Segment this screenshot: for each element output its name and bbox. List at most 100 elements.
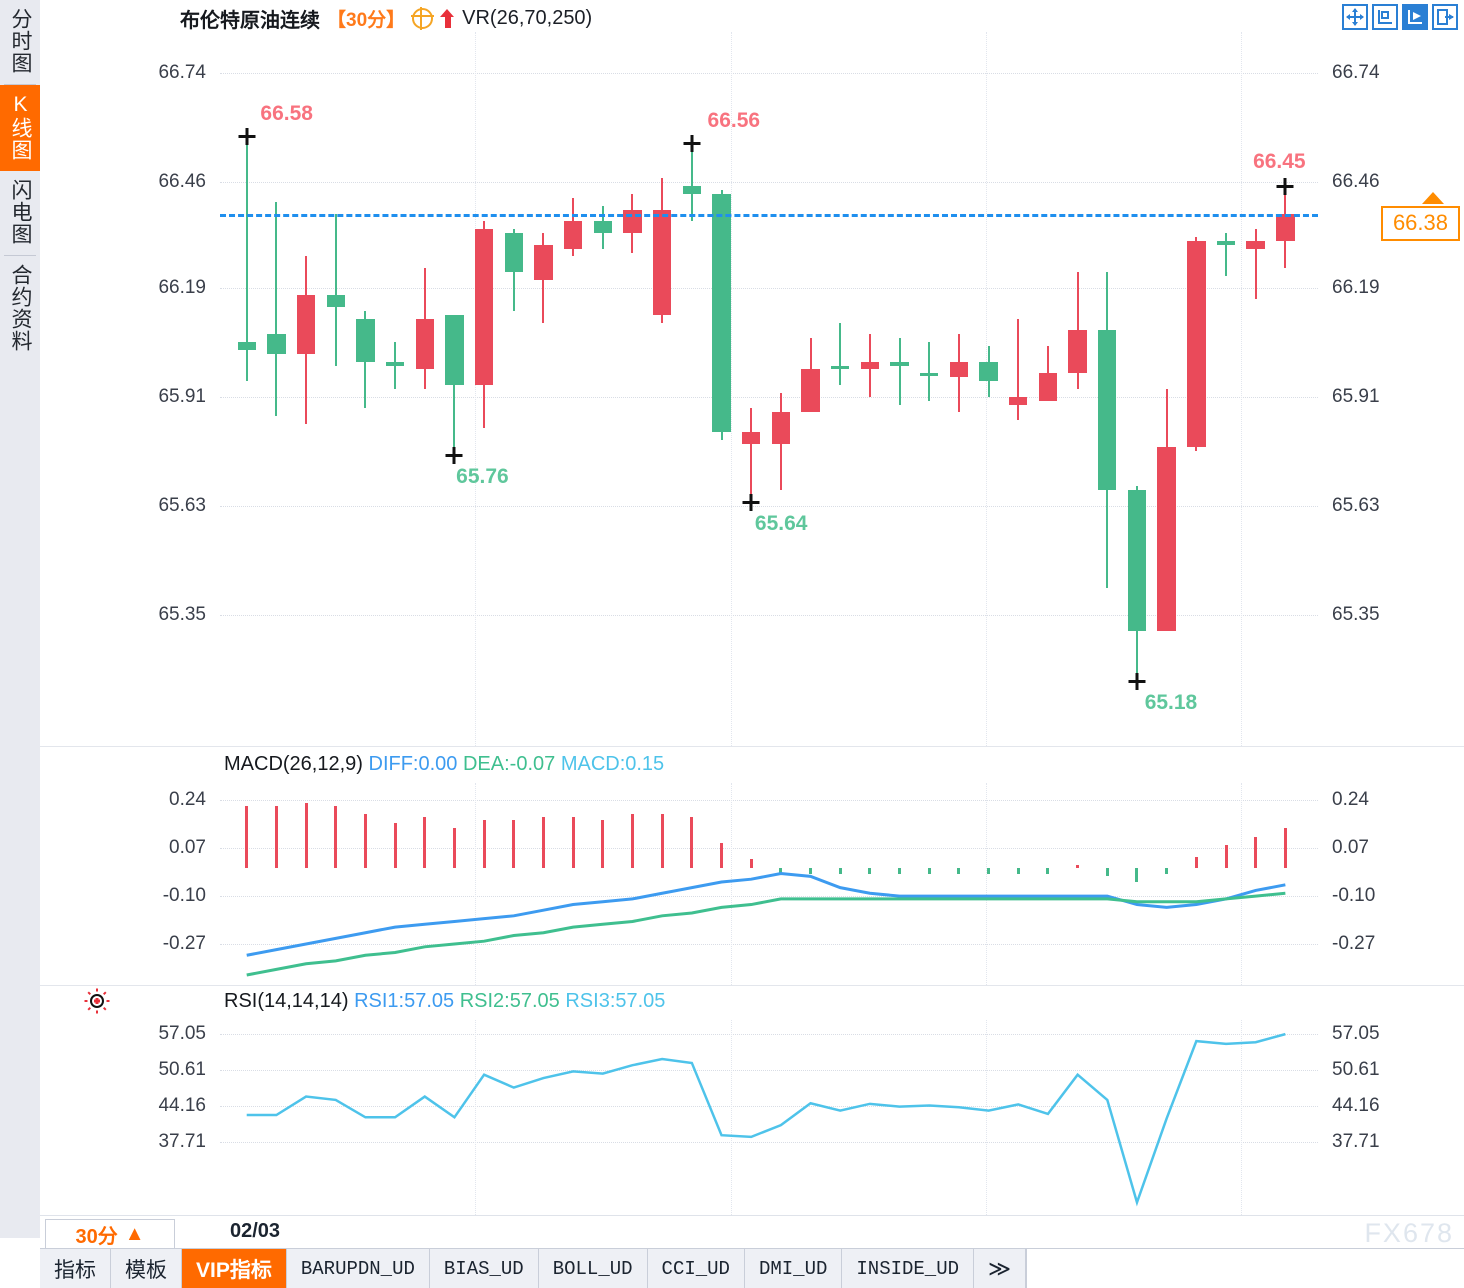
price-direction-arrow-icon: [1422, 191, 1444, 204]
price-chart-panel[interactable]: 66.74 66.46 66.19 65.91 65.63 65.35 66.74 66.4…: [40, 32, 1464, 746]
tab-barupdn_ud[interactable]: BARUPDN_UD: [286, 1249, 430, 1288]
macd-histogram-bar: [541, 817, 545, 868]
extreme-marker: [445, 447, 463, 465]
axis-tick-right: 66.46: [1332, 171, 1380, 193]
candle-wick: [1017, 318, 1020, 421]
candle-body[interactable]: [593, 221, 612, 233]
candle-body[interactable]: [534, 244, 553, 280]
macd-histogram-bar: [571, 817, 575, 868]
candle-body[interactable]: [890, 361, 909, 366]
chart-header: 布伦特原油连续 【30分】 VR(26,70,250): [180, 4, 592, 32]
timeframe-label: 30分: [75, 1225, 118, 1248]
grid-line-vertical: [730, 783, 732, 985]
candle-body[interactable]: [474, 229, 494, 386]
macd-panel[interactable]: MACD(26,12,9) DIFF:0.00 DEA:-0.07 MACD:0…: [40, 747, 1464, 985]
measure-tool-button[interactable]: [1372, 4, 1398, 30]
brightness-settings-icon[interactable]: [84, 988, 110, 1014]
macd-histogram-bar: [1076, 865, 1080, 868]
macd-diff-line: [246, 872, 1286, 957]
candle-body[interactable]: [682, 186, 702, 195]
candle-body[interactable]: [949, 361, 969, 378]
crosshair-move-tool-button[interactable]: [1342, 4, 1368, 30]
candle-body[interactable]: [860, 361, 880, 370]
candle-body[interactable]: [1068, 330, 1087, 374]
sidebar-item-contract-info[interactable]: 合约资料: [9, 264, 32, 352]
candle-body[interactable]: [1216, 240, 1236, 245]
expand-right-icon: [1437, 9, 1454, 25]
macd-histogram-bar: [393, 822, 397, 868]
macd-plot-area[interactable]: [220, 783, 1318, 985]
rsi-legend: RSI(14,14,14) RSI1:57.05 RSI2:57.05 RSI3…: [224, 990, 665, 1013]
last-price-marker[interactable]: 66.38: [1380, 205, 1460, 241]
candle-body[interactable]: [1127, 490, 1147, 631]
rsi-plot-area[interactable]: [220, 1020, 1318, 1215]
candle-body[interactable]: [1246, 240, 1265, 249]
grid-line: [220, 1034, 1318, 1036]
candle-body[interactable]: [326, 295, 345, 308]
left-sidebar: 分时图 K线图 闪电图 合约资料: [0, 0, 41, 1238]
grid-line: [220, 1070, 1318, 1072]
tab-bias_ud[interactable]: BIAS_UD: [429, 1249, 539, 1288]
sidebar-divider: [4, 255, 36, 256]
move-cross-icon: [1346, 8, 1364, 26]
candle-body[interactable]: [356, 318, 375, 362]
price-plot-area[interactable]: 66.58 66.56 66.45 65.76 65.64 65.18: [220, 32, 1318, 746]
up-arrow-icon: [440, 8, 455, 28]
candle-body[interactable]: [504, 233, 523, 272]
rsi-axis-right: 57.05 50.61 44.16 37.71: [1324, 986, 1464, 1215]
tab-inside_ud[interactable]: INSIDE_UD: [842, 1249, 975, 1288]
candle-body[interactable]: [1276, 213, 1295, 241]
tab-item0[interactable]: 指标: [40, 1249, 111, 1288]
sidebar-item-lightning[interactable]: 闪电图: [9, 179, 32, 245]
candle-body[interactable]: [1157, 447, 1176, 631]
candle-body[interactable]: [801, 369, 820, 413]
candle-body[interactable]: [1038, 373, 1058, 401]
candle-body[interactable]: [385, 361, 405, 366]
axis-tick-right: -0.10: [1332, 885, 1376, 907]
sidebar-item-timeline[interactable]: 分时图: [9, 8, 32, 74]
low-price-annotation: 65.64: [754, 512, 808, 535]
expand-tool-button[interactable]: [1432, 4, 1458, 30]
candle-body[interactable]: [267, 334, 286, 354]
tab-more-button[interactable]: ≫: [974, 1249, 1027, 1288]
candle-body[interactable]: [741, 431, 761, 444]
candle-body[interactable]: [1098, 330, 1117, 491]
grid-line-vertical: [986, 783, 988, 985]
candle-body[interactable]: [771, 412, 791, 444]
grid-line: [220, 896, 1318, 898]
grid-line-vertical: [730, 1020, 732, 1215]
candle-body[interactable]: [652, 209, 672, 315]
candle-body[interactable]: [415, 318, 434, 370]
replay-tool-button[interactable]: [1402, 4, 1428, 30]
candle-body[interactable]: [445, 314, 464, 386]
candle-body[interactable]: [237, 342, 256, 350]
rsi-panel[interactable]: RSI(14,14,14) RSI1:57.05 RSI2:57.05 RSI3…: [40, 986, 1464, 1215]
axis-tick-right: 50.61: [1332, 1059, 1380, 1081]
macd-axis-right: 0.24 0.07 -0.10 -0.27: [1324, 747, 1464, 985]
candle-body[interactable]: [563, 221, 583, 249]
candle-body[interactable]: [979, 361, 998, 382]
timeframe-button[interactable]: 30分 ▲: [45, 1219, 175, 1249]
symbol-name: 布伦特原油连续: [180, 9, 320, 32]
indicator-label[interactable]: VR(26,70,250): [462, 6, 593, 29]
tab-cci_ud[interactable]: CCI_UD: [647, 1249, 745, 1288]
period-label[interactable]: 【30分】: [327, 9, 406, 31]
candle-body[interactable]: [1009, 396, 1028, 405]
axis-tick-left: 50.61: [158, 1059, 206, 1081]
tab-item1[interactable]: 模板: [111, 1249, 182, 1288]
crosshair-icon[interactable]: [411, 6, 435, 30]
grid-line-vertical: [475, 1020, 477, 1215]
macd-histogram-bar: [274, 805, 278, 868]
candle-body[interactable]: [920, 373, 939, 377]
candle-body[interactable]: [712, 194, 731, 432]
candle-body[interactable]: [1187, 240, 1206, 448]
axis-tick-right: 0.07: [1332, 837, 1369, 859]
candle-wick: [839, 322, 842, 386]
sidebar-item-candlestick[interactable]: K线图: [0, 85, 40, 171]
tab-vip[interactable]: VIP指标: [182, 1249, 287, 1288]
candle-body[interactable]: [296, 295, 316, 354]
candle-body[interactable]: [831, 365, 850, 370]
tab-boll_ud[interactable]: BOLL_UD: [538, 1249, 648, 1288]
tab-dmi_ud[interactable]: DMI_UD: [744, 1249, 843, 1288]
macd-diff-value: DIFF:0.00: [368, 753, 458, 775]
